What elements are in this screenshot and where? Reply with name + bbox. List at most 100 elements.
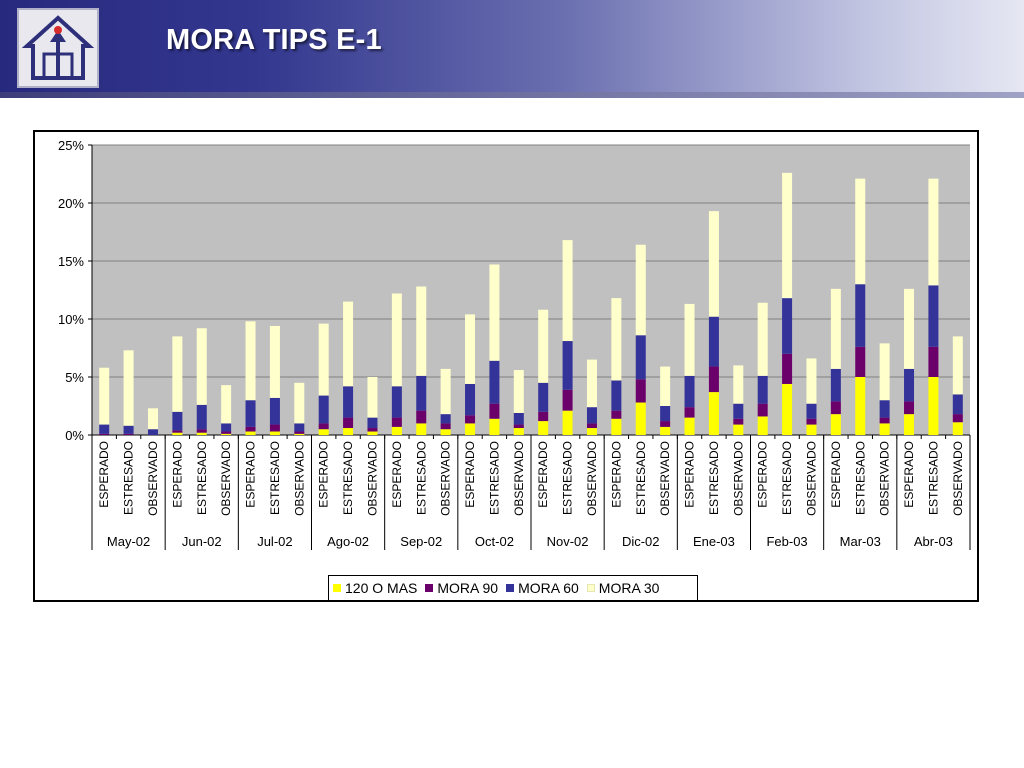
bar-segment-mora90 — [123, 433, 134, 435]
bar-segment-mora60 — [708, 316, 719, 367]
bar-segment-mora60 — [782, 298, 793, 354]
bar-segment-mora90 — [343, 417, 354, 429]
bar-segment-mora90 — [586, 423, 597, 429]
bar-segment-mora60 — [123, 425, 134, 434]
bar-segment-120 — [586, 428, 597, 435]
bar-segment-120 — [708, 392, 719, 435]
bar-segment-120 — [416, 423, 427, 435]
bar-segment-mora90 — [245, 426, 256, 432]
bar-segment-mora60 — [562, 341, 573, 390]
bar-segment-mora30 — [221, 385, 232, 424]
bar-segment-mora90 — [733, 418, 744, 425]
bar-segment-mora30 — [904, 288, 915, 369]
x-subcategory-label: ESPERADO — [609, 441, 623, 508]
bar-segment-120 — [440, 429, 451, 435]
bar-segment-mora30 — [879, 343, 890, 401]
bar-segment-120 — [684, 417, 695, 435]
bar-segment-120 — [172, 432, 183, 435]
bar-segment-mora90 — [221, 431, 232, 434]
bar-segment-mora60 — [904, 368, 915, 402]
bar-segment-mora30 — [172, 336, 183, 412]
bar-segment-120 — [367, 431, 378, 435]
bar-segment-mora30 — [611, 298, 622, 381]
bar-segment-mora30 — [635, 244, 646, 336]
bar-segment-mora90 — [757, 403, 768, 417]
x-subcategory-label: OBSERVADO — [658, 441, 672, 516]
bar-segment-mora60 — [245, 400, 256, 427]
bar-segment-mora60 — [684, 375, 695, 408]
x-subcategory-label: ESTRESADO — [122, 441, 136, 515]
bar-segment-120 — [904, 414, 915, 435]
bar-segment-120 — [855, 377, 866, 435]
bar-segment-mora30 — [489, 264, 500, 361]
bar-segment-120 — [318, 429, 329, 435]
bar-segment-mora90 — [318, 423, 329, 430]
bar-segment-mora90 — [952, 414, 963, 423]
legend-label-120: 120 O MAS — [345, 580, 418, 596]
legend-label-90: MORA 90 — [437, 580, 499, 596]
x-subcategory-label: OBSERVADO — [219, 441, 233, 516]
legend-label-60: MORA 60 — [518, 580, 579, 596]
bar-segment-120 — [757, 416, 768, 435]
x-subcategory-label: ESTRESADO — [195, 441, 209, 515]
bar-segment-mora90 — [855, 346, 866, 377]
bar-segment-mora90 — [904, 401, 915, 415]
legend-swatch-90 — [425, 584, 434, 592]
bar-segment-mora90 — [562, 389, 573, 411]
x-subcategory-label: ESPERADO — [390, 441, 404, 508]
bar-segment-120 — [928, 377, 939, 435]
x-subcategory-label: ESTRESADO — [853, 441, 867, 515]
bar-segment-mora60 — [513, 412, 524, 425]
x-subcategory-label: ESTRESADO — [780, 441, 794, 515]
x-subcategory-label: ESPERADO — [244, 441, 258, 508]
bar-segment-mora30 — [733, 365, 744, 404]
bar-segment-120 — [465, 423, 476, 435]
x-subcategory-label: ESTRESADO — [634, 441, 648, 515]
bar-segment-mora30 — [562, 240, 573, 342]
bar-segment-mora60 — [343, 386, 354, 418]
bar-segment-120 — [952, 422, 963, 435]
bar-segment-mora60 — [952, 394, 963, 415]
bar-segment-120 — [562, 410, 573, 435]
x-group-label: Ago-02 — [327, 534, 369, 549]
bar-segment-mora90 — [269, 424, 280, 432]
x-subcategory-label: ESTRESADO — [341, 441, 355, 515]
x-subcategory-label: ESPERADO — [170, 441, 184, 508]
bar-segment-mora90 — [367, 428, 378, 432]
x-subcategory-label: OBSERVADO — [585, 441, 599, 516]
x-subcategory-label: ESPERADO — [683, 441, 697, 508]
bar-segment-mora60 — [928, 285, 939, 347]
x-subcategory-label: OBSERVADO — [146, 441, 160, 516]
bar-segment-mora60 — [855, 284, 866, 347]
bar-segment-mora30 — [196, 328, 207, 405]
bar-segment-120 — [635, 402, 646, 435]
bar-segment-120 — [391, 426, 402, 435]
x-group-label: Dic-02 — [622, 534, 660, 549]
bar-segment-mora90 — [391, 417, 402, 427]
x-subcategory-label: ESPERADO — [902, 441, 916, 508]
bar-segment-mora60 — [586, 407, 597, 424]
bar-segment-120 — [782, 383, 793, 435]
bar-segment-mora60 — [806, 403, 817, 419]
legend-item-60: MORA 60 — [506, 580, 579, 596]
bar-segment-mora60 — [318, 395, 329, 424]
bar-segment-mora60 — [879, 400, 890, 418]
x-subcategory-label: ESPERADO — [97, 441, 111, 508]
bar-segment-mora60 — [660, 406, 671, 422]
bar-segment-mora30 — [806, 358, 817, 404]
x-group-label: Mar-03 — [840, 534, 881, 549]
bar-segment-mora90 — [465, 415, 476, 424]
bar-segment-mora30 — [855, 178, 866, 285]
bar-segment-120 — [538, 421, 549, 435]
bar-segment-mora90 — [416, 410, 427, 424]
bar-segment-mora90 — [513, 424, 524, 429]
bar-segment-mora60 — [611, 380, 622, 411]
bar-segment-mora60 — [391, 386, 402, 418]
bar-segment-120 — [733, 424, 744, 435]
x-group-label: May-02 — [107, 534, 150, 549]
x-subcategory-label: ESTRESADO — [707, 441, 721, 515]
bar-segment-mora60 — [733, 403, 744, 419]
y-tick-label: 15% — [58, 254, 84, 269]
x-group-label: Abr-03 — [914, 534, 953, 549]
chart-legend: 120 O MAS MORA 90 MORA 60 MORA 30 — [328, 575, 698, 601]
